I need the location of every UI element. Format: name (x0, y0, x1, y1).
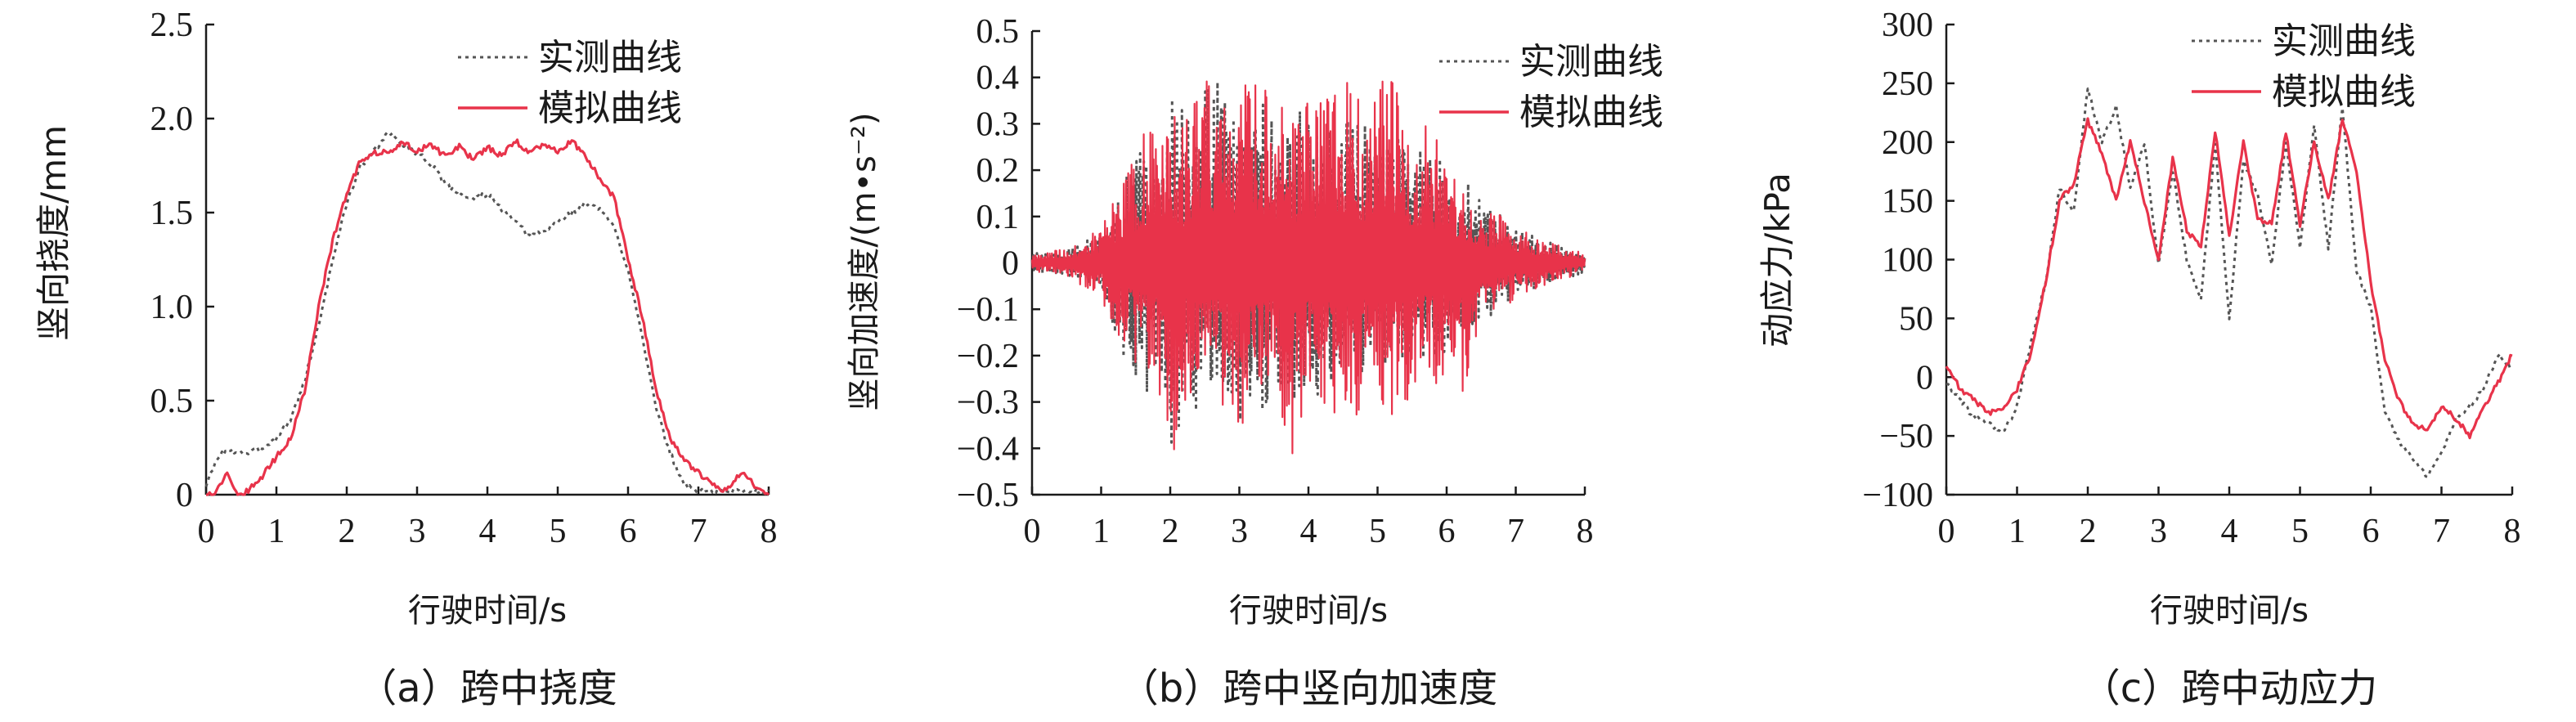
panel-caption: （b）跨中竖向加速度 (1120, 666, 1497, 711)
series-line-simulated (206, 138, 770, 496)
x-tick-label: 7 (690, 513, 707, 550)
x-tick-label: 6 (1438, 513, 1456, 550)
legend-label: 模拟曲线 (538, 87, 682, 129)
x-tick-label: 5 (1369, 513, 1386, 550)
y-tick-label: 250 (1882, 65, 1933, 103)
x-tick-label: 2 (339, 513, 356, 550)
series-line-simulated (1945, 117, 2513, 440)
x-tick-label: 2 (1162, 513, 1179, 550)
legend-label: 实测曲线 (538, 37, 682, 78)
y-axis-label: 竖向挠度/mm (34, 125, 74, 341)
panel-caption: （a）跨中挠度 (357, 666, 617, 711)
x-tick-label: 8 (1577, 513, 1594, 550)
y-tick-label: −0.2 (957, 338, 1019, 375)
x-tick-label: 6 (620, 513, 637, 550)
legend-label: 实测曲线 (2272, 20, 2416, 62)
series-line-measured (1030, 80, 1586, 444)
x-tick-label: 3 (2150, 513, 2167, 550)
series-line-measured (204, 131, 770, 495)
x-tick-label: 4 (1300, 513, 1317, 550)
x-tick-label: 6 (2363, 513, 2380, 550)
y-tick-label: 300 (1882, 7, 1933, 44)
x-axis-label: 行驶时间/s (408, 592, 567, 630)
y-tick-label: 100 (1882, 242, 1933, 280)
legend-label: 实测曲线 (1519, 41, 1663, 83)
x-tick-label: 4 (479, 513, 496, 550)
y-tick-label: 50 (1899, 300, 1933, 338)
y-tick-label: 0 (176, 477, 193, 514)
x-tick-label: 2 (2080, 513, 2097, 550)
x-tick-label: 8 (761, 513, 778, 550)
x-tick-label: 7 (1507, 513, 1524, 550)
x-tick-label: 5 (2291, 513, 2309, 550)
y-tick-label: −100 (1862, 477, 1933, 514)
y-tick-label: 1.0 (150, 289, 194, 326)
y-tick-label: 0.4 (976, 60, 1020, 97)
x-tick-label: 0 (1024, 513, 1041, 550)
y-tick-label: 200 (1882, 124, 1933, 162)
y-tick-label: 0.5 (150, 383, 194, 420)
y-tick-label: 2.0 (150, 101, 194, 138)
x-tick-label: 5 (550, 513, 567, 550)
x-tick-label: 3 (1231, 513, 1248, 550)
y-axis-label: 动应力/kPa (1757, 173, 1797, 348)
y-tick-label: 0.3 (976, 105, 1020, 143)
y-tick-label: 0 (1002, 245, 1019, 283)
series-line-measured (1945, 87, 2513, 478)
y-tick-label: 150 (1882, 183, 1933, 221)
x-tick-label: 0 (1938, 513, 1955, 550)
x-tick-label: 8 (2504, 513, 2521, 550)
y-tick-label: 1.5 (150, 195, 194, 232)
x-axis-label: 行驶时间/s (1229, 592, 1388, 630)
legend-label: 模拟曲线 (1519, 92, 1663, 133)
y-tick-label: 0 (1916, 359, 1933, 397)
x-tick-label: 1 (1093, 513, 1110, 550)
x-tick-label: 7 (2433, 513, 2450, 550)
y-tick-label: 0.1 (976, 199, 1020, 236)
y-tick-label: 0.5 (976, 13, 1020, 51)
y-tick-label: 2.5 (150, 7, 194, 44)
x-tick-label: 1 (2008, 513, 2026, 550)
panel-caption: （c）跨中动应力 (2081, 666, 2377, 711)
y-tick-label: 0.2 (976, 152, 1020, 190)
y-tick-label: −0.1 (957, 291, 1019, 329)
panel-b-acceleration: 0 1 2 3 4 5 6 7 8 −0.5 −0.4 −0.3 −0.2 −0.1 0 0.1 0.2 0.3 0… (846, 13, 1663, 711)
series-line-simulated (1030, 80, 1586, 455)
y-tick-label: −50 (1879, 418, 1933, 455)
y-tick-label: −0.4 (957, 430, 1019, 468)
x-tick-label: 4 (2221, 513, 2238, 550)
legend-label: 模拟曲线 (2272, 71, 2416, 113)
y-tick-label: −0.3 (957, 384, 1019, 422)
x-tick-label: 1 (268, 513, 285, 550)
panel-c-dynamic-stress: 0 1 2 3 4 5 6 7 8 −100 −50 0 50 100 150 200 250 300 实测曲线模拟… (1757, 7, 2521, 711)
y-tick-label: −0.5 (957, 477, 1019, 514)
y-axis-label: 竖向加速度/(m•s⁻²) (846, 112, 883, 410)
x-tick-label: 3 (409, 513, 426, 550)
x-axis-label: 行驶时间/s (2150, 592, 2309, 630)
x-tick-label: 0 (198, 513, 215, 550)
